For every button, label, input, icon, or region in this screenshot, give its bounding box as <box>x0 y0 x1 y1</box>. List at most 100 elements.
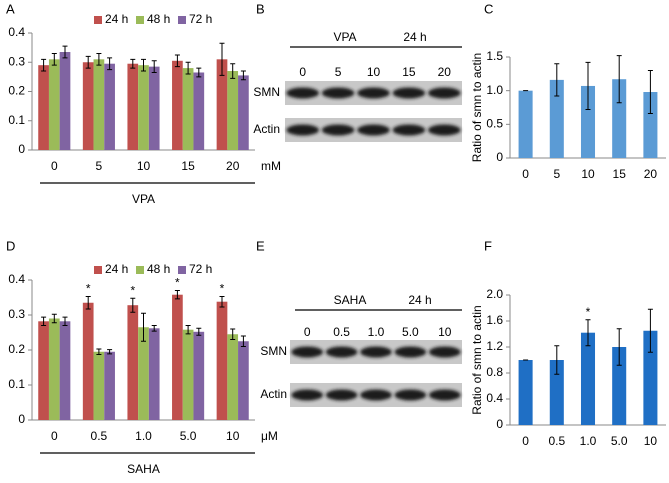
blot-band <box>360 389 392 401</box>
error-bar <box>62 316 68 326</box>
row-label: SMN <box>253 85 280 99</box>
error-bar <box>141 312 146 342</box>
error-bar <box>647 69 653 115</box>
error-bar <box>174 290 180 300</box>
x-tick-label: 5 <box>553 167 560 181</box>
blot-band <box>291 346 324 358</box>
bar <box>48 59 60 151</box>
error-bar <box>141 58 146 72</box>
lane-label: 0 <box>304 325 311 339</box>
time-label: 24 h <box>408 293 431 307</box>
bar <box>148 66 160 150</box>
y-tick-label: 1.2 <box>486 339 503 353</box>
y-tick-label: 0.8 <box>486 365 503 379</box>
error-bar <box>219 295 225 308</box>
bar <box>580 85 596 158</box>
y-tick-label: 0 <box>496 150 503 164</box>
blot-band <box>291 389 324 401</box>
legend-swatch <box>94 266 102 274</box>
x-tick-label: 0 <box>51 159 58 173</box>
bar <box>104 63 115 150</box>
legend-label: 24 h <box>105 262 128 276</box>
y-tick-label: 0.4 <box>8 272 25 286</box>
error-bar <box>85 295 91 310</box>
lane-label: 20 <box>438 65 452 79</box>
y-tick-label: 0.4 <box>8 25 25 39</box>
x-axis-label: SAHA <box>127 462 160 476</box>
bar <box>193 331 205 420</box>
panel-label: F <box>484 238 492 253</box>
bar <box>549 79 564 158</box>
blot-band <box>394 389 427 401</box>
x-tick-label: 15 <box>613 167 627 181</box>
error-bar <box>240 70 246 81</box>
bar <box>172 294 183 420</box>
error-bar <box>51 313 57 324</box>
legend-label: 48 h <box>147 12 170 26</box>
lane-label: 5 <box>335 65 342 79</box>
blot-band <box>286 87 319 99</box>
error-bar <box>107 349 113 355</box>
error-bar <box>151 325 157 332</box>
x-tick-label: 5.0 <box>180 429 197 443</box>
y-tick-label: 0.3 <box>8 54 25 68</box>
bar <box>148 328 160 420</box>
error-bar <box>585 319 591 347</box>
error-bar <box>185 325 191 335</box>
bar <box>127 305 139 420</box>
significance-marker: * <box>130 283 135 297</box>
bar <box>48 318 60 420</box>
y-tick-label: 0 <box>18 142 25 156</box>
lane-label: 0.5 <box>333 325 350 339</box>
row-label: SMN <box>260 344 287 358</box>
error-bar <box>62 45 68 59</box>
bar <box>227 71 239 150</box>
y-tick-label: 0 <box>496 417 503 431</box>
bar <box>216 301 228 420</box>
error-bar <box>230 63 236 79</box>
bar <box>38 65 49 150</box>
bar <box>549 360 564 425</box>
y-tick-label: 0.4 <box>486 391 503 405</box>
error-bar <box>85 55 91 69</box>
bar <box>138 327 149 420</box>
lane-label: 15 <box>402 65 416 79</box>
bar <box>172 60 183 150</box>
y-tick-label: 0.3 <box>8 307 25 321</box>
bar <box>193 72 205 150</box>
blot-band <box>392 124 426 136</box>
legend-swatch <box>178 16 186 24</box>
x-tick-label: 0 <box>522 434 529 448</box>
error-bar <box>230 328 236 340</box>
error-bar <box>554 345 560 375</box>
significance-marker: * <box>175 276 180 290</box>
x-axis-label: VPA <box>132 192 155 206</box>
bar <box>580 332 596 425</box>
bar <box>182 68 194 150</box>
lane-label: 5.0 <box>402 325 419 339</box>
panel-label: E <box>256 238 265 253</box>
legend-swatch <box>94 16 102 24</box>
blot-band <box>357 124 390 136</box>
error-bar <box>196 327 202 336</box>
bar <box>127 63 139 150</box>
x-tick-label: 10 <box>137 159 151 173</box>
panel-label: D <box>6 238 15 253</box>
legend-label: 72 h <box>189 262 212 276</box>
y-tick-label: 1.0 <box>486 83 503 97</box>
blot-band <box>392 87 426 99</box>
error-bar <box>174 54 180 68</box>
error-bar <box>96 348 102 356</box>
blot-band <box>428 346 461 358</box>
error-bar <box>130 58 136 69</box>
bar <box>612 79 627 158</box>
x-unit: mM <box>261 159 281 173</box>
blot-band <box>428 87 461 99</box>
error-bar <box>130 297 136 313</box>
x-tick-label: 5 <box>96 159 103 173</box>
bar <box>643 92 658 158</box>
bar <box>518 90 533 158</box>
x-tick-label: 0 <box>522 167 529 181</box>
bar <box>182 329 194 420</box>
y-tick-label: 0.5 <box>486 117 503 131</box>
